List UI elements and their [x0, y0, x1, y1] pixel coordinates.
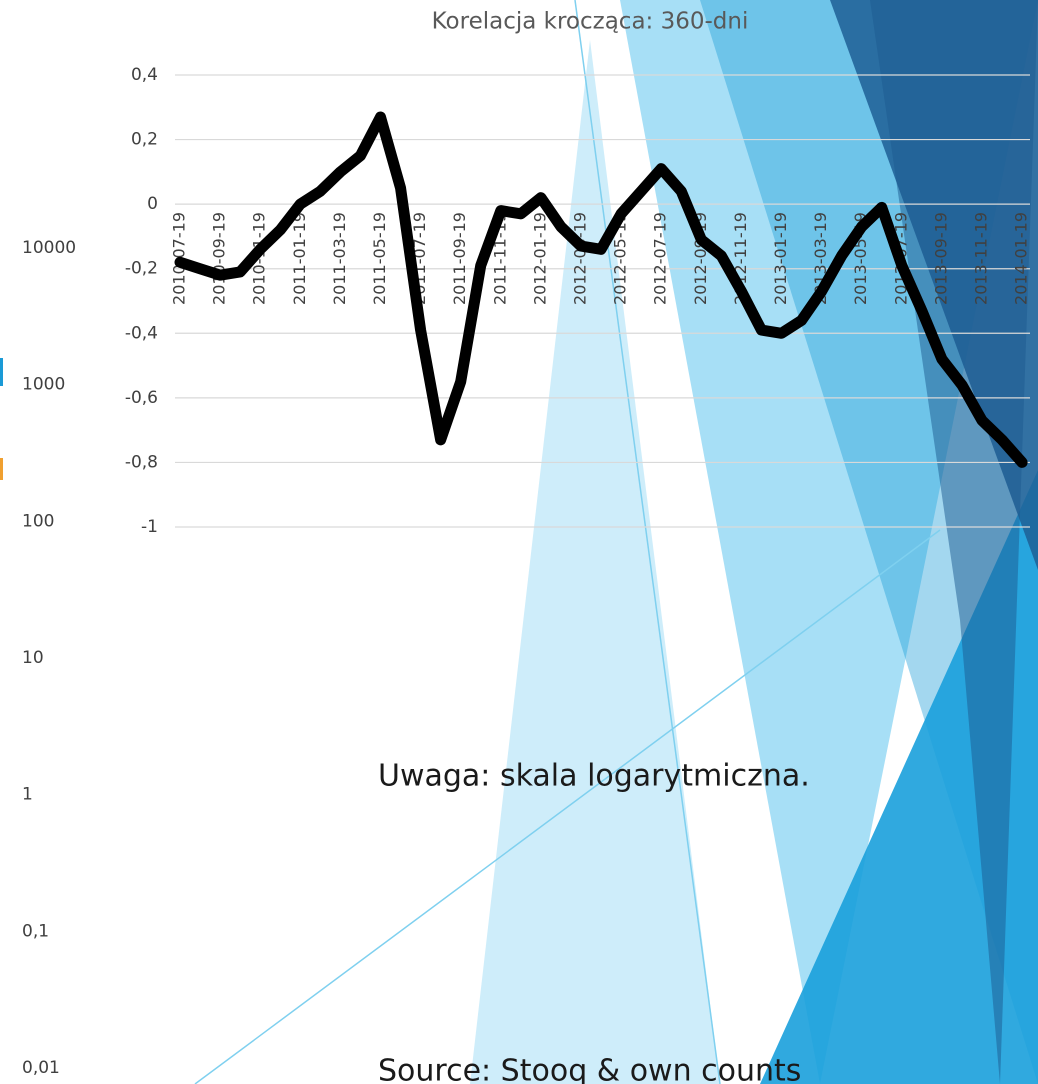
x-tick-label: 2013-01-19: [771, 212, 790, 305]
x-tick-label: 2011-01-19: [290, 212, 309, 305]
decor-shape: [470, 40, 720, 1084]
log-tick-label: 100: [22, 511, 54, 531]
x-tick-label: 2010-09-19: [210, 212, 229, 305]
y-tick-label: -0,2: [125, 259, 158, 279]
x-tick-label: 2013-11-19: [972, 212, 991, 305]
decor-mark: [0, 458, 3, 480]
y-tick-label: -0,6: [125, 388, 158, 408]
y-tick-label: 0,2: [131, 130, 158, 150]
series-line: [174, 111, 1028, 468]
chart-title: Korelacja krocząca: 360-dni: [432, 9, 749, 35]
x-tick-label: 2013-09-19: [931, 212, 950, 305]
x-tick-label: 2014-01-19: [1012, 212, 1031, 305]
y-tick-label: -1: [141, 517, 158, 537]
x-tick-label: 2012-07-19: [651, 212, 670, 305]
decor-line: [574, 0, 721, 1084]
log-tick-label: 0,1: [22, 921, 49, 941]
decor-line: [194, 529, 941, 1084]
y-tick-label: -0,8: [125, 452, 158, 472]
log-tick-label: 1000: [22, 375, 65, 395]
note: Source: Stooq & own counts: [378, 1054, 801, 1084]
x-tick-label: 2011-09-19: [450, 212, 469, 305]
log-tick-label: 1: [22, 785, 33, 805]
note: Uwaga: skala logarytmiczna.: [378, 759, 810, 794]
x-tick-label: 2012-03-19: [571, 212, 590, 305]
log-tick-label: 10000: [22, 238, 76, 258]
log-tick-label: 0,01: [22, 1058, 60, 1078]
x-tick-label: 2012-05-19: [611, 212, 630, 305]
y-tick-label: -0,4: [125, 323, 158, 343]
x-tick-label: 2012-01-19: [530, 212, 549, 305]
y-tick-label: 0: [147, 194, 158, 214]
x-tick-label: 2011-03-19: [330, 212, 349, 305]
decor-mark: [0, 358, 3, 386]
y-tick-label: 0,4: [131, 65, 158, 85]
log-tick-label: 10: [22, 648, 44, 668]
decor-shape: [870, 0, 1038, 1084]
x-tick-label: 2011-05-19: [370, 212, 389, 305]
